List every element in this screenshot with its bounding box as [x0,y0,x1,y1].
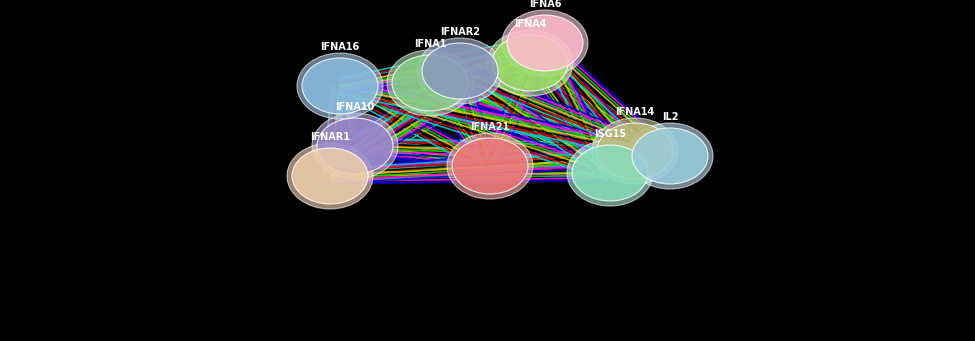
Ellipse shape [592,118,678,184]
Ellipse shape [312,113,398,179]
Ellipse shape [507,15,583,71]
Ellipse shape [452,138,528,194]
Ellipse shape [292,148,368,204]
Ellipse shape [447,133,533,199]
Text: IFNA21: IFNA21 [470,122,510,132]
Ellipse shape [502,10,588,76]
Ellipse shape [297,53,383,119]
Text: IFNA4: IFNA4 [514,19,546,29]
Ellipse shape [487,30,573,96]
Ellipse shape [422,43,498,99]
Text: IFNA1: IFNA1 [413,39,447,49]
Ellipse shape [627,123,713,189]
Text: IFNA14: IFNA14 [615,107,654,117]
Text: IFNA16: IFNA16 [321,42,360,52]
Text: IL2: IL2 [662,112,679,122]
Ellipse shape [387,50,473,116]
Ellipse shape [392,55,468,111]
Ellipse shape [632,128,708,184]
Ellipse shape [492,35,568,91]
Text: IFNA6: IFNA6 [528,0,562,9]
Ellipse shape [287,143,373,209]
Text: IFNAR1: IFNAR1 [310,132,350,142]
Text: ISG15: ISG15 [594,129,626,139]
Ellipse shape [417,38,503,104]
Ellipse shape [302,58,378,114]
Text: IFNAR2: IFNAR2 [440,27,480,37]
Text: IFNA10: IFNA10 [335,102,374,112]
Ellipse shape [567,140,653,206]
Ellipse shape [597,123,673,179]
Ellipse shape [317,118,393,174]
Ellipse shape [572,145,648,201]
